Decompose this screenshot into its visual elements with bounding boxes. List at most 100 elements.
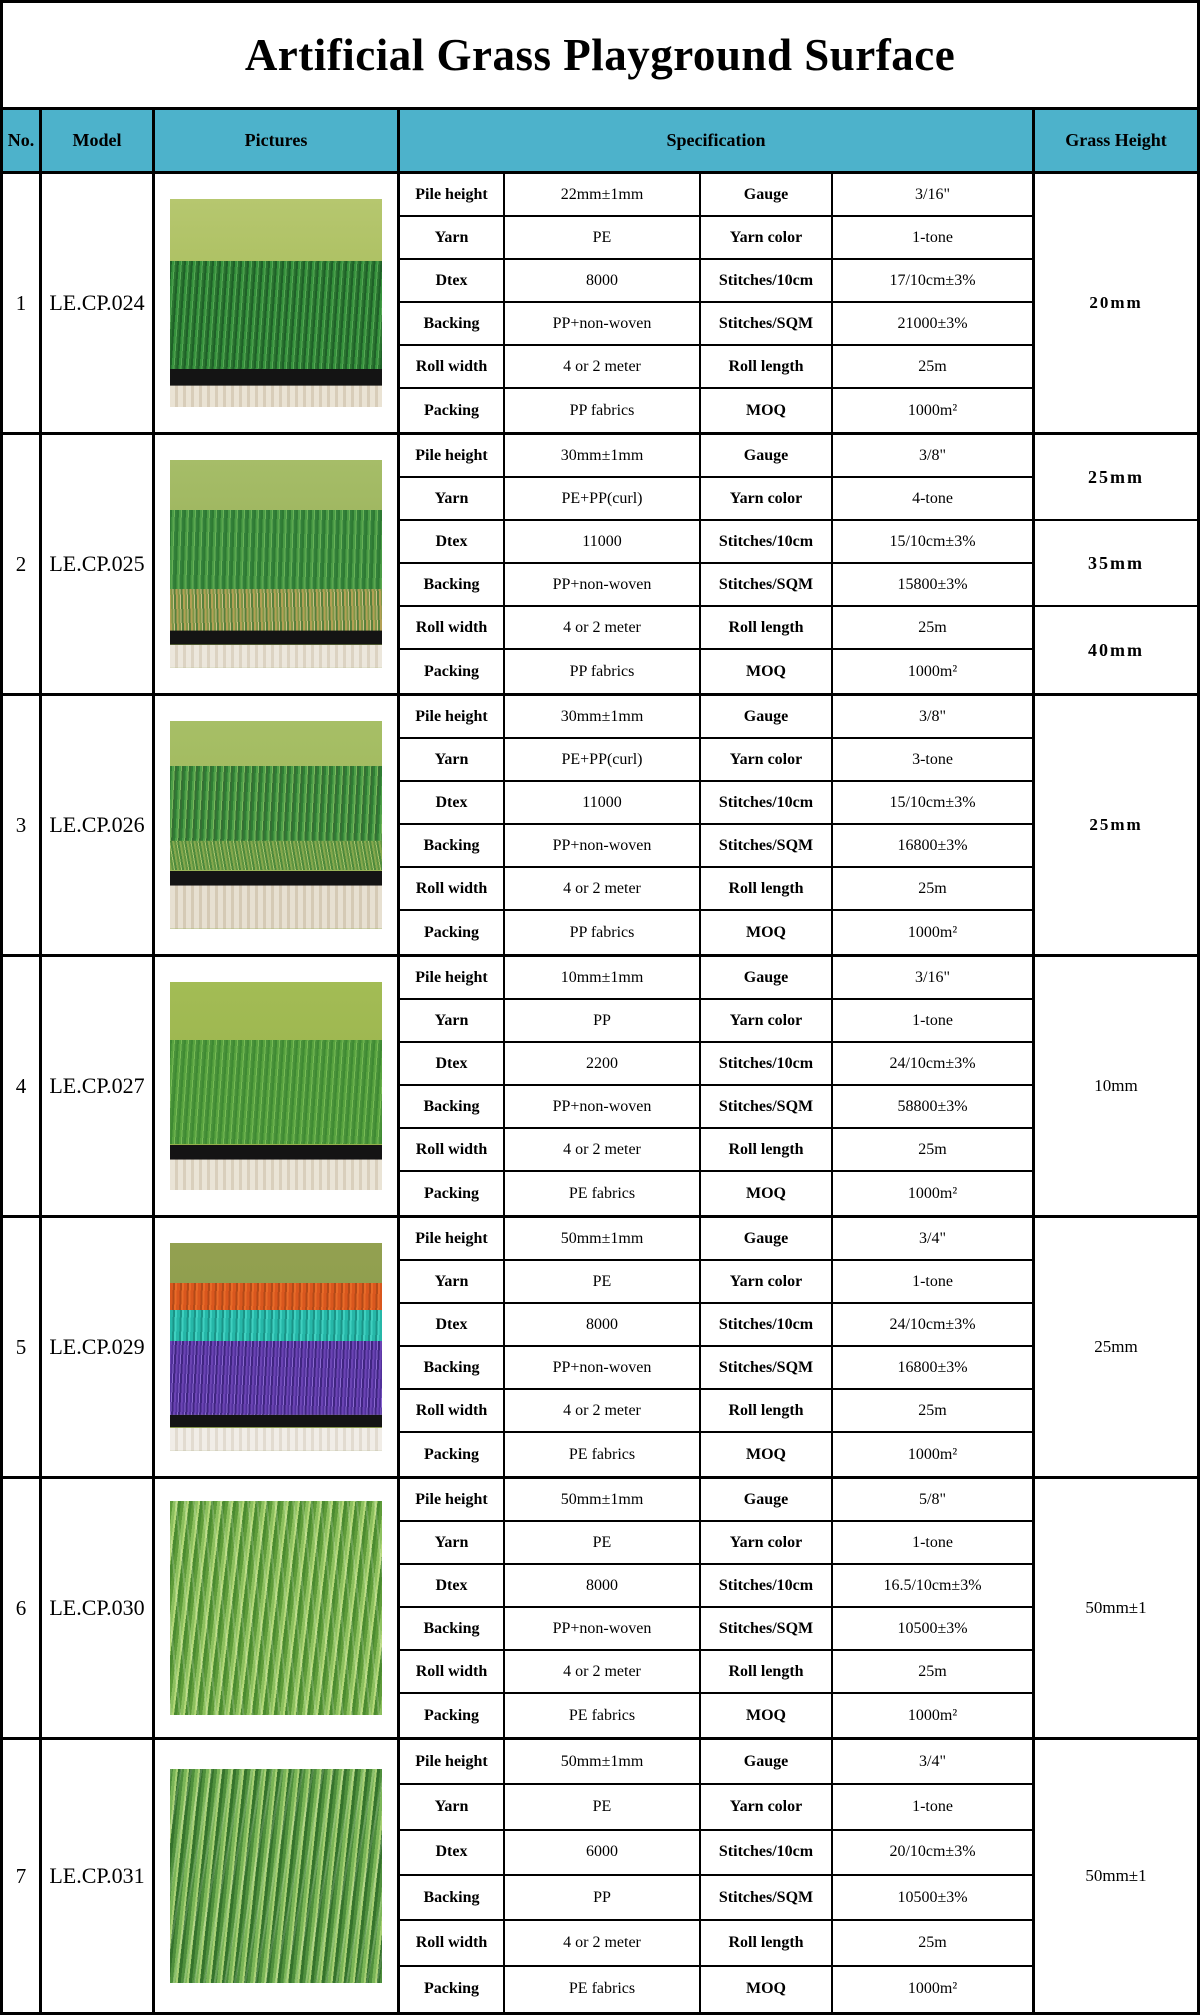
spec-table: Pile height 30mm±1mm Gauge 3/8" Yarn PE+PP(c…	[400, 696, 1035, 954]
spec-label: Roll length	[701, 1651, 833, 1694]
spec-value: 1-tone	[833, 1522, 1032, 1565]
grass-photo	[170, 982, 382, 1190]
spec-table: Pile height 22mm±1mm Gauge 3/16" Yarn PE Yarn…	[400, 174, 1035, 432]
spec-value: PE+PP(curl)	[505, 478, 701, 521]
spec-label: Backing	[400, 303, 505, 346]
product-no: 3	[3, 696, 42, 954]
spec-value: 50mm±1mm	[505, 1740, 701, 1786]
product-model: LE.CP.030	[42, 1479, 155, 1737]
title-band: Artificial Grass Playground Surface	[3, 3, 1197, 110]
spec-label: MOQ	[701, 1966, 833, 2012]
product-picture-cell	[155, 696, 400, 954]
table-row: 2 LE.CP.025 Pile height 30mm±1mm Gauge 3/8"…	[3, 435, 1197, 696]
spec-value: 1000m²	[907, 1706, 958, 1724]
product-picture-cell	[155, 1479, 400, 1737]
spec-label: Dtex	[400, 1565, 505, 1608]
spec-label: Stitches/SQM	[701, 564, 833, 607]
spec-value: 1000m²	[907, 1980, 958, 1998]
spec-label: Stitches/SQM	[701, 1347, 833, 1390]
spec-value: PP+non-woven	[505, 1086, 701, 1129]
spec-value: 21000±3%	[833, 303, 1032, 346]
spec-value: 10mm±1mm	[505, 957, 701, 1000]
spec-label: Backing	[400, 1347, 505, 1390]
product-picture-cell	[155, 174, 400, 432]
grass-photo	[170, 199, 382, 407]
spec-value: 3/8"	[833, 435, 1032, 478]
grass-photo	[170, 460, 382, 668]
spec-label: Yarn	[400, 1000, 505, 1043]
spec-value: PE fabrics	[505, 1172, 701, 1215]
product-picture-cell	[155, 1218, 400, 1476]
spec-label: Roll width	[400, 1651, 505, 1694]
spec-label: Gauge	[701, 1740, 833, 1786]
spec-value: PP fabrics	[505, 911, 701, 954]
spec-label: Stitches/SQM	[701, 825, 833, 868]
spec-value: PE fabrics	[505, 1694, 701, 1737]
spec-value: 8000	[505, 1304, 701, 1347]
product-picture-cell	[155, 957, 400, 1215]
spec-value: PE	[505, 1522, 701, 1565]
grass-height-value: 50mm±1	[1085, 1598, 1147, 1617]
spec-value: PP+non-woven	[505, 825, 701, 868]
table-row: 1 LE.CP.024 Pile height 22mm±1mm Gauge 3/16…	[3, 174, 1197, 435]
spec-label: Yarn color	[701, 739, 833, 782]
spec-label: Stitches/10cm	[701, 1565, 833, 1608]
spec-table: Pile height 50mm±1mm Gauge 3/4" Yarn PE Yarn …	[400, 1218, 1035, 1476]
spec-label: Stitches/10cm	[701, 1830, 833, 1876]
product-model: LE.CP.029	[42, 1218, 155, 1476]
spec-value: 1-tone	[833, 1261, 1032, 1304]
spec-label: Roll width	[400, 1921, 505, 1967]
grass-height-value: 50mm±1	[1085, 1866, 1147, 1885]
spec-value: 4 or 2 meter	[505, 868, 701, 911]
spec-value: 3/4"	[833, 1218, 1032, 1261]
spec-value: 58800±3%	[833, 1086, 1032, 1129]
spec-value: 5/8"	[833, 1479, 1032, 1522]
spec-value: 3-tone	[833, 739, 1032, 782]
spec-value: PP fabrics	[505, 650, 701, 693]
spec-value: 25m	[833, 868, 1032, 911]
spec-label: Packing	[400, 1694, 505, 1737]
spec-value: 50mm±1mm	[505, 1479, 701, 1522]
spec-value: 25m	[833, 1651, 1032, 1694]
spec-label: Pile height	[400, 174, 505, 217]
grass-height-value: 35mm	[1035, 521, 1197, 607]
spec-label: Roll length	[701, 1129, 833, 1172]
spec-value: 24/10cm±3%	[833, 1304, 1032, 1347]
grass-photo	[170, 1501, 382, 1715]
spec-label: Backing	[400, 825, 505, 868]
spec-value: 10500±3%	[833, 1608, 1032, 1651]
grass-height-value: 40mm	[1088, 639, 1144, 660]
spec-label: MOQ	[701, 389, 833, 432]
spec-value: PE	[505, 217, 701, 260]
spec-value: 10500±3%	[833, 1876, 1032, 1922]
spec-value: 1000m²	[907, 1184, 958, 1202]
header-specification: Specification	[400, 110, 1035, 171]
spec-label: MOQ	[701, 911, 833, 954]
spec-label: Gauge	[701, 1218, 833, 1261]
table-row: 6 LE.CP.030 Pile height 50mm±1mm Gauge 5/8"…	[3, 1479, 1197, 1740]
spec-label: Backing	[400, 1086, 505, 1129]
spec-label: Dtex	[400, 782, 505, 825]
spec-value: 24/10cm±3%	[833, 1043, 1032, 1086]
spec-value: PE	[505, 1261, 701, 1304]
table-row: 3 LE.CP.026 Pile height 30mm±1mm Gauge 3/8"…	[3, 696, 1197, 957]
spec-label: Roll width	[400, 868, 505, 911]
spec-label: Roll length	[701, 1390, 833, 1433]
table-row: 5 LE.CP.029 Pile height 50mm±1mm Gauge 3/4"…	[3, 1218, 1197, 1479]
header-pictures: Pictures	[155, 110, 400, 171]
spec-value: 30mm±1mm	[505, 696, 701, 739]
table-row: 7 LE.CP.031 Pile height 50mm±1mm Gauge 3/4"…	[3, 1740, 1197, 2012]
spec-value: 6000	[505, 1830, 701, 1876]
spec-value: 2200	[505, 1043, 701, 1086]
spec-label: Stitches/SQM	[701, 1608, 833, 1651]
spec-label: Yarn color	[701, 1000, 833, 1043]
spec-label: Yarn color	[701, 478, 833, 521]
grass-height-value: 10mm	[1094, 1076, 1138, 1095]
spec-label: Yarn	[400, 217, 505, 260]
spec-label: Roll width	[400, 1129, 505, 1172]
product-model: LE.CP.031	[42, 1740, 155, 2012]
spec-value: PP+non-woven	[505, 303, 701, 346]
spec-label: Dtex	[400, 521, 505, 564]
spec-label: Roll length	[701, 607, 833, 650]
spec-label: Roll length	[701, 346, 833, 389]
